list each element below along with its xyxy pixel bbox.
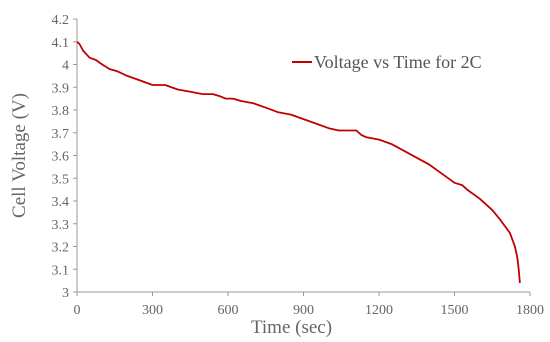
y-tick-label: 4 [62,59,69,74]
y-tick-label: 3.7 [52,127,70,142]
legend: Voltage vs Time for 2C [292,52,482,72]
series-line [76,41,521,283]
y-tick-label: 3.8 [52,104,70,119]
y-tick-label: 3.9 [52,81,70,96]
y-tick-label: 3.6 [52,150,70,165]
y-tick-label: 3.4 [52,195,70,210]
x-tick-label: 600 [218,303,239,318]
x-tick-label: 1500 [441,303,469,318]
y-tick-label: 3.2 [52,241,70,256]
y-tick-label: 3.3 [52,218,70,233]
y-axis-title: Cell Voltage (V) [9,93,30,218]
x-tick-label: 900 [293,303,314,318]
tick-marks [73,18,531,296]
y-tick-label: 3.5 [52,172,70,187]
x-tick-label: 1200 [365,303,393,318]
x-tick-label: 300 [142,303,163,318]
x-tick-label: 1800 [516,303,544,318]
y-tick-label: 4.1 [52,36,70,51]
x-tick-label: 0 [74,303,81,318]
legend-label: Voltage vs Time for 2C [314,52,482,72]
tick-labels: 3 3.1 3.2 3.3 3.4 3.5 3.6 3.7 3.8 3.9 4 4.1 4.2 0 300 6… [52,13,545,318]
x-axis-title: Time (sec) [251,317,332,338]
series-lines [76,41,521,283]
y-tick-label: 3.1 [52,263,70,278]
y-tick-label: 4.2 [52,13,70,28]
y-tick-label: 3 [62,286,69,301]
